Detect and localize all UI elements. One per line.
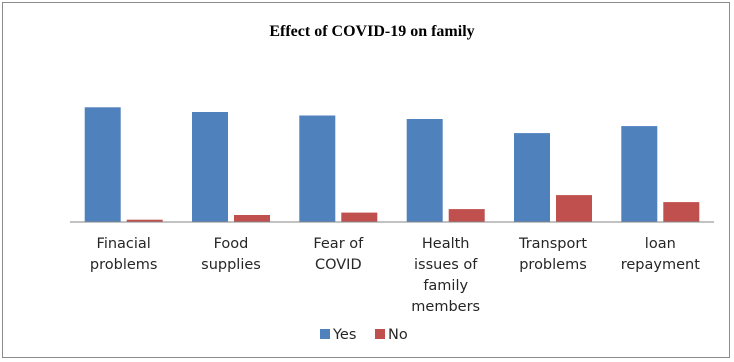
category-labels: Finacial problems Food supplies Fear of COVID… xyxy=(90,236,700,315)
bar-yes-2 xyxy=(192,112,228,222)
category-label-line: supplies xyxy=(201,257,261,273)
bar-yes-3 xyxy=(299,115,336,222)
bar-chart: Effect of COVID-19 on family Finacial pro… xyxy=(70,23,714,343)
category-label-6: loan repayment xyxy=(621,236,700,273)
category-label-line: Food xyxy=(214,236,249,252)
category-label-2: Food supplies xyxy=(201,236,261,273)
bar-no-6 xyxy=(663,202,700,222)
category-label-line: loan xyxy=(645,236,676,252)
category-label-4: Health issues of family members xyxy=(411,236,480,315)
bar-no-1 xyxy=(126,219,163,222)
legend: Yes No xyxy=(320,327,408,343)
category-label-1: Finacial problems xyxy=(90,236,158,273)
category-label-line: Health xyxy=(422,236,470,252)
category-label-5: Transport problems xyxy=(518,236,587,273)
category-label-line: Transport xyxy=(518,236,587,252)
category-label-line: COVID xyxy=(315,257,362,273)
legend-label-yes: Yes xyxy=(332,327,356,343)
bar-yes-5 xyxy=(514,133,550,222)
bar-no-3 xyxy=(341,212,378,222)
category-label-line: repayment xyxy=(621,257,700,273)
category-label-line: members xyxy=(411,299,480,315)
bar-yes-4 xyxy=(406,119,443,222)
bars-layer xyxy=(84,107,700,222)
category-label-line: issues of xyxy=(414,257,478,273)
legend-label-no: No xyxy=(388,327,408,343)
chart-frame: Effect of COVID-19 on family Finacial pro… xyxy=(2,2,730,358)
bar-yes-1 xyxy=(84,107,121,222)
category-label-line: Fear of xyxy=(313,236,364,252)
bar-no-5 xyxy=(556,195,592,222)
legend-swatch-yes xyxy=(320,329,330,339)
legend-swatch-no xyxy=(375,329,385,339)
category-label-line: problems xyxy=(519,257,587,273)
category-label-3: Fear of COVID xyxy=(313,236,364,273)
category-label-line: family xyxy=(423,278,468,294)
bar-yes-6 xyxy=(621,126,658,222)
bar-no-4 xyxy=(448,209,485,222)
chart-title: Effect of COVID-19 on family xyxy=(269,23,474,40)
category-label-line: problems xyxy=(90,257,158,273)
category-label-line: Finacial xyxy=(97,236,151,252)
bar-no-2 xyxy=(234,215,270,222)
